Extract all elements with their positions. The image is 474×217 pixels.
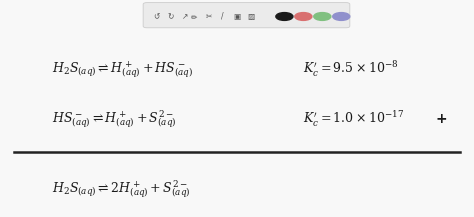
Text: ↺: ↺ [153,12,160,21]
Text: ✂: ✂ [205,12,212,21]
Text: $H_2S_{(aq)} \rightleftharpoons 2H^+_{(aq)} + S^{2-}_{(aq)}$: $H_2S_{(aq)} \rightleftharpoons 2H^+_{(a… [52,178,191,199]
Text: $HS^-_{(aq)} \rightleftharpoons H^+_{(aq)} + S^{2-}_{(aq)}$: $HS^-_{(aq)} \rightleftharpoons H^+_{(aq… [52,109,177,130]
Text: ▣: ▣ [233,12,241,21]
Text: $H_2S_{(aq)} \rightleftharpoons H^+_{(aq)} + HS^-_{(aq)}$: $H_2S_{(aq)} \rightleftharpoons H^+_{(aq… [52,59,193,80]
Text: $K_c^{\prime} = 9.5\times10^{-8}$: $K_c^{\prime} = 9.5\times10^{-8}$ [303,60,399,79]
Text: ↗: ↗ [182,12,188,21]
Text: ✏: ✏ [191,12,198,21]
FancyBboxPatch shape [143,3,350,28]
Circle shape [295,13,312,20]
Circle shape [276,13,293,20]
Text: ↻: ↻ [167,12,174,21]
Text: $K_c^{\prime} = 1.0\times10^{-17}$: $K_c^{\prime} = 1.0\times10^{-17}$ [303,110,404,129]
Text: +: + [435,112,447,126]
Circle shape [314,13,331,20]
Circle shape [333,13,350,20]
Text: /: / [221,12,224,21]
Text: ▨: ▨ [247,12,255,21]
